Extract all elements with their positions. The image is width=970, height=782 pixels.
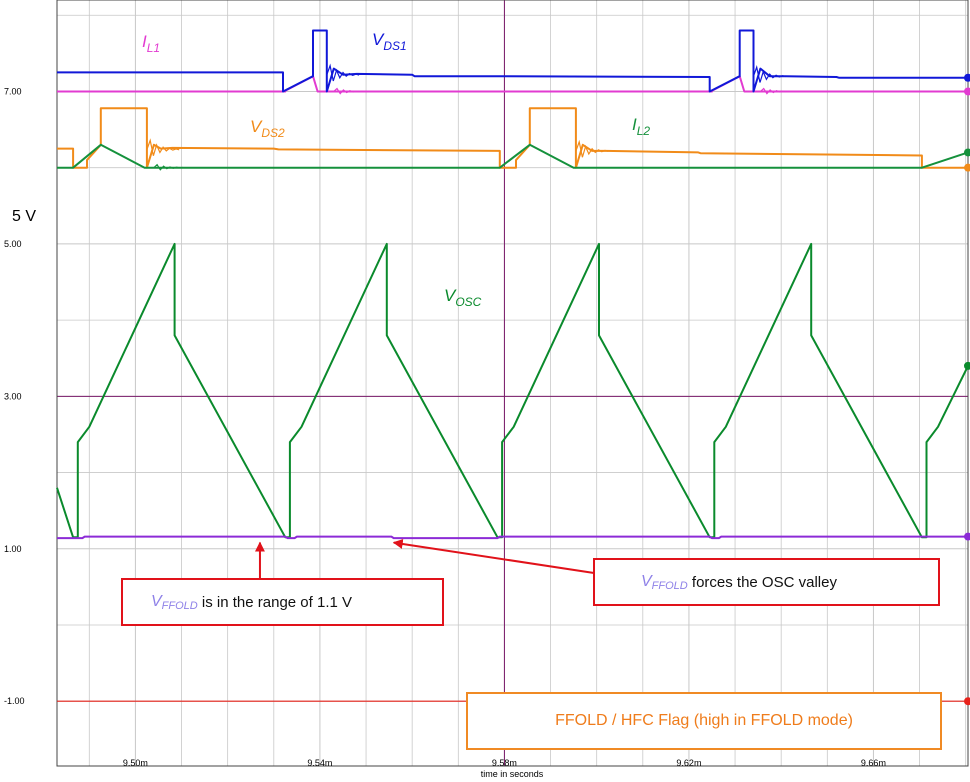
annotation-ffold-range-text: is in the range of 1.1 V: [197, 593, 352, 611]
ringing-trace: [752, 65, 786, 83]
annotation-ffold-range: VFFOLD is in the range of 1.1 V: [121, 578, 444, 626]
annotation-forces-valley-symbol: VFFOLD: [641, 572, 688, 592]
y-tick-label: -1.00: [4, 696, 25, 706]
trace-label-main: V: [250, 117, 263, 136]
y-side-label: 5 V: [12, 208, 37, 225]
trace-label-main: V: [372, 30, 385, 49]
trace-label-main: I: [632, 115, 637, 134]
y-tick-label: 3.00: [4, 391, 22, 401]
trace-label-sub: L2: [637, 124, 651, 138]
x-tick-label: 9.50m: [123, 758, 148, 768]
y-tick-label: 5.00: [4, 239, 22, 249]
ringing-trace: [326, 63, 360, 82]
annotation-arrow: [392, 538, 595, 574]
ringing-trace: [153, 163, 183, 171]
ringing-trace: [146, 138, 180, 156]
ringing-trace: [333, 87, 363, 95]
ffold-flag-label: FFOLD / HFC Flag (high in FFOLD mode): [466, 692, 942, 750]
annotation-forces-valley: VFFOLD forces the OSC valley: [593, 558, 940, 606]
ringing-trace: [760, 87, 790, 95]
plot-frame: [56, 0, 969, 767]
axis-ticks: 7.00 5.00 3.00 1.00 -1.00 9.50m 9.54m 9.58m 9.62…: [4, 86, 886, 768]
annotation-forces-valley-text: forces the OSC valley: [687, 573, 837, 591]
trace-label: VDS1: [372, 30, 407, 53]
annotation-arrows: [254, 538, 595, 578]
series-end-marker: [964, 148, 970, 157]
trace-lines: [56, 29, 970, 706]
x-tick-label: 9.62m: [676, 758, 701, 768]
y-tick-label: 7.00: [4, 86, 22, 96]
trace-label-main: V: [444, 286, 457, 305]
series-end-marker: [964, 361, 970, 370]
x-tick-label: 9.58m: [492, 758, 517, 768]
series-line: [57, 535, 968, 540]
series-end-marker: [964, 87, 970, 96]
series-end-marker: [964, 532, 970, 541]
trace-label-main: I: [142, 32, 147, 51]
series-line: [57, 29, 968, 93]
series-line: [57, 143, 969, 169]
series-end-marker: [964, 73, 970, 82]
trace-label: IL1: [142, 32, 160, 55]
x-axis-label: time in seconds: [481, 769, 544, 779]
trace-label-sub: OSC: [455, 295, 481, 309]
trace-label-sub: DS2: [261, 126, 285, 140]
trace-label: VDS2: [250, 117, 285, 140]
x-tick-label: 9.66m: [861, 758, 886, 768]
y-tick-label: 1.00: [4, 544, 22, 554]
series-line: [56, 242, 969, 539]
trace-label-sub: L1: [147, 41, 160, 55]
x-tick-label: 9.54m: [307, 758, 332, 768]
trace-label: VOSC: [444, 286, 482, 309]
trace-label-sub: DS1: [383, 39, 406, 53]
series-end-marker: [964, 697, 970, 706]
trace-label: IL2: [632, 115, 650, 138]
ringing-trace: [575, 139, 609, 158]
series-end-marker: [964, 163, 970, 172]
annotation-ffold-range-symbol: VFFOLD: [151, 592, 198, 612]
